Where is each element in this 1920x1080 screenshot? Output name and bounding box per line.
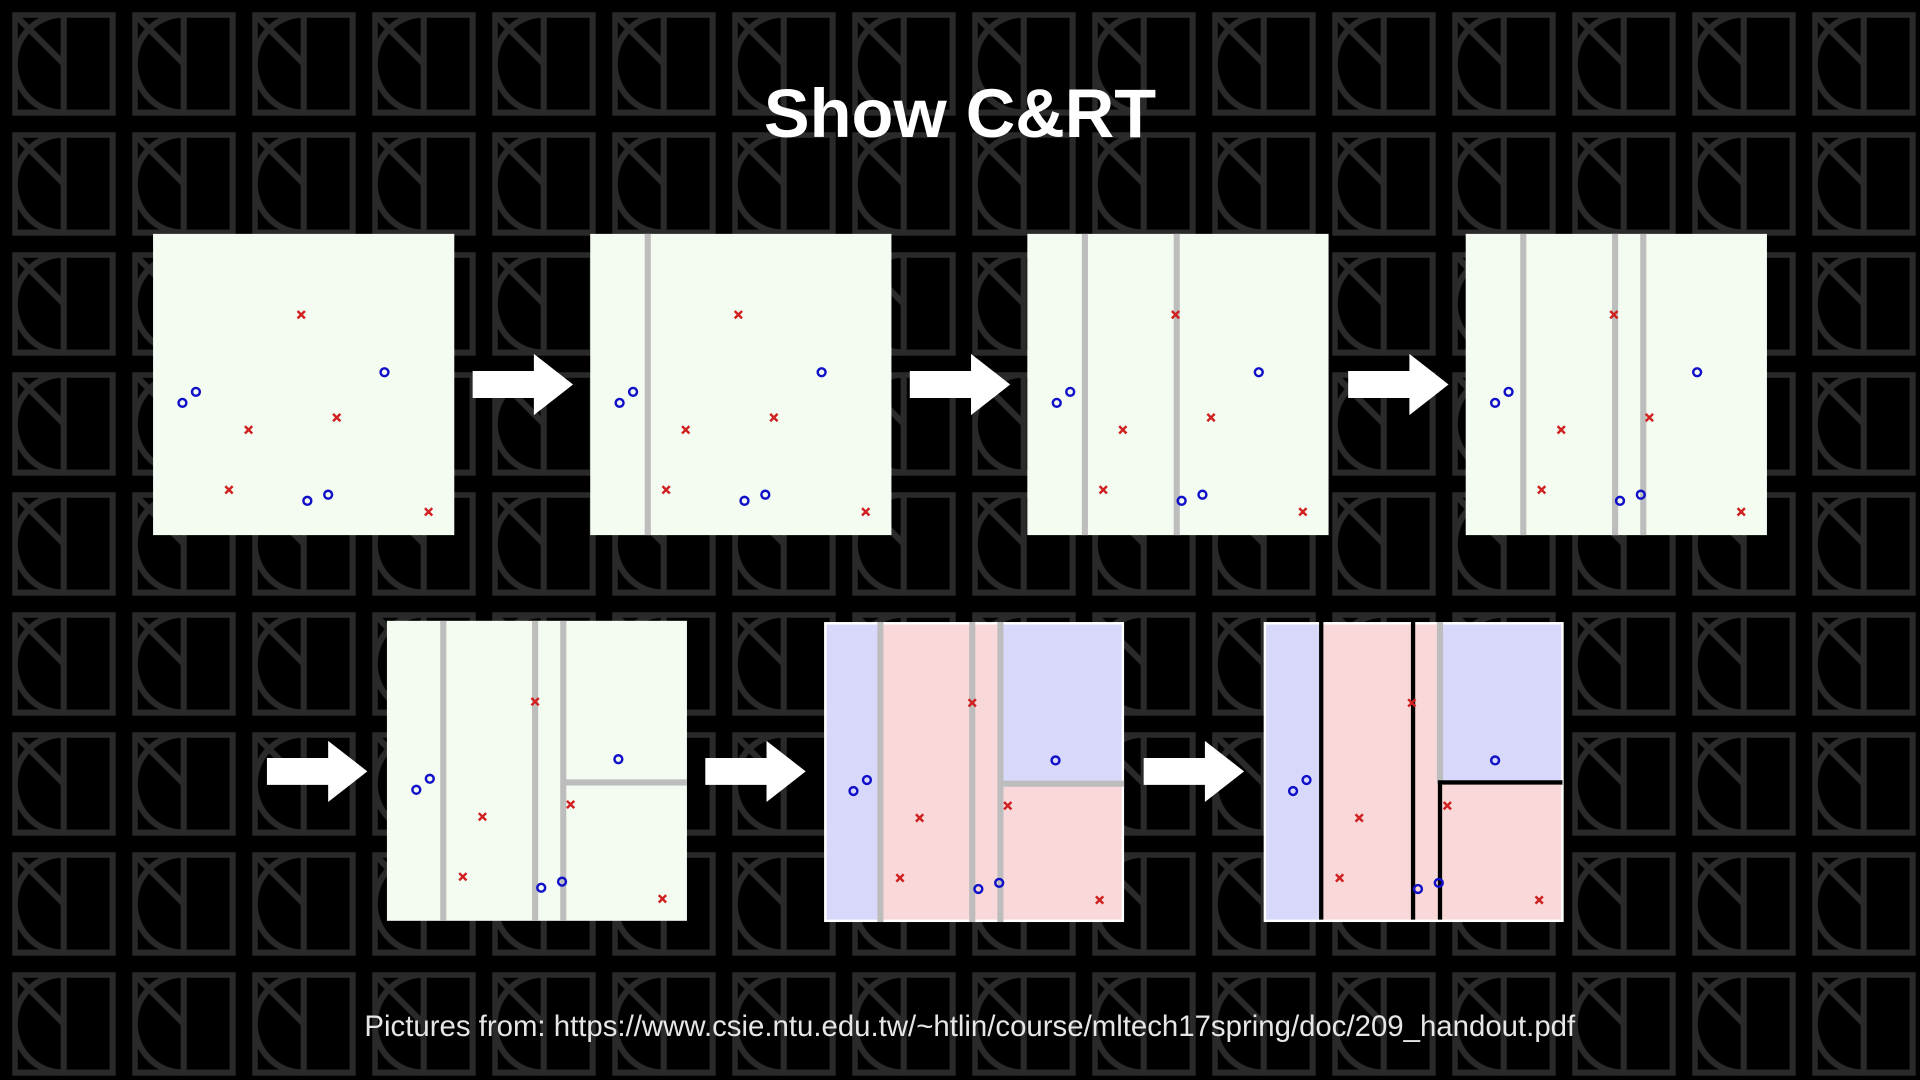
region [1266, 624, 1320, 920]
panel-1 [153, 233, 455, 536]
panel-3 [1027, 233, 1329, 536]
panel-6 [824, 622, 1125, 923]
region [1000, 783, 1122, 920]
region [1000, 624, 1122, 784]
caption: Pictures from: https://www.csie.ntu.edu.… [364, 1010, 1576, 1043]
split-line [1437, 780, 1563, 920]
region [153, 233, 455, 536]
title: Show C&RT [764, 75, 1156, 152]
region [826, 624, 881, 920]
panel-4 [1465, 233, 1767, 536]
region [590, 233, 892, 536]
panel-7 [1263, 622, 1564, 923]
region [1440, 783, 1562, 920]
region [1440, 624, 1562, 784]
panel-5 [386, 620, 687, 921]
region [1320, 624, 1440, 920]
panel-2 [590, 233, 892, 536]
region [880, 624, 1001, 920]
